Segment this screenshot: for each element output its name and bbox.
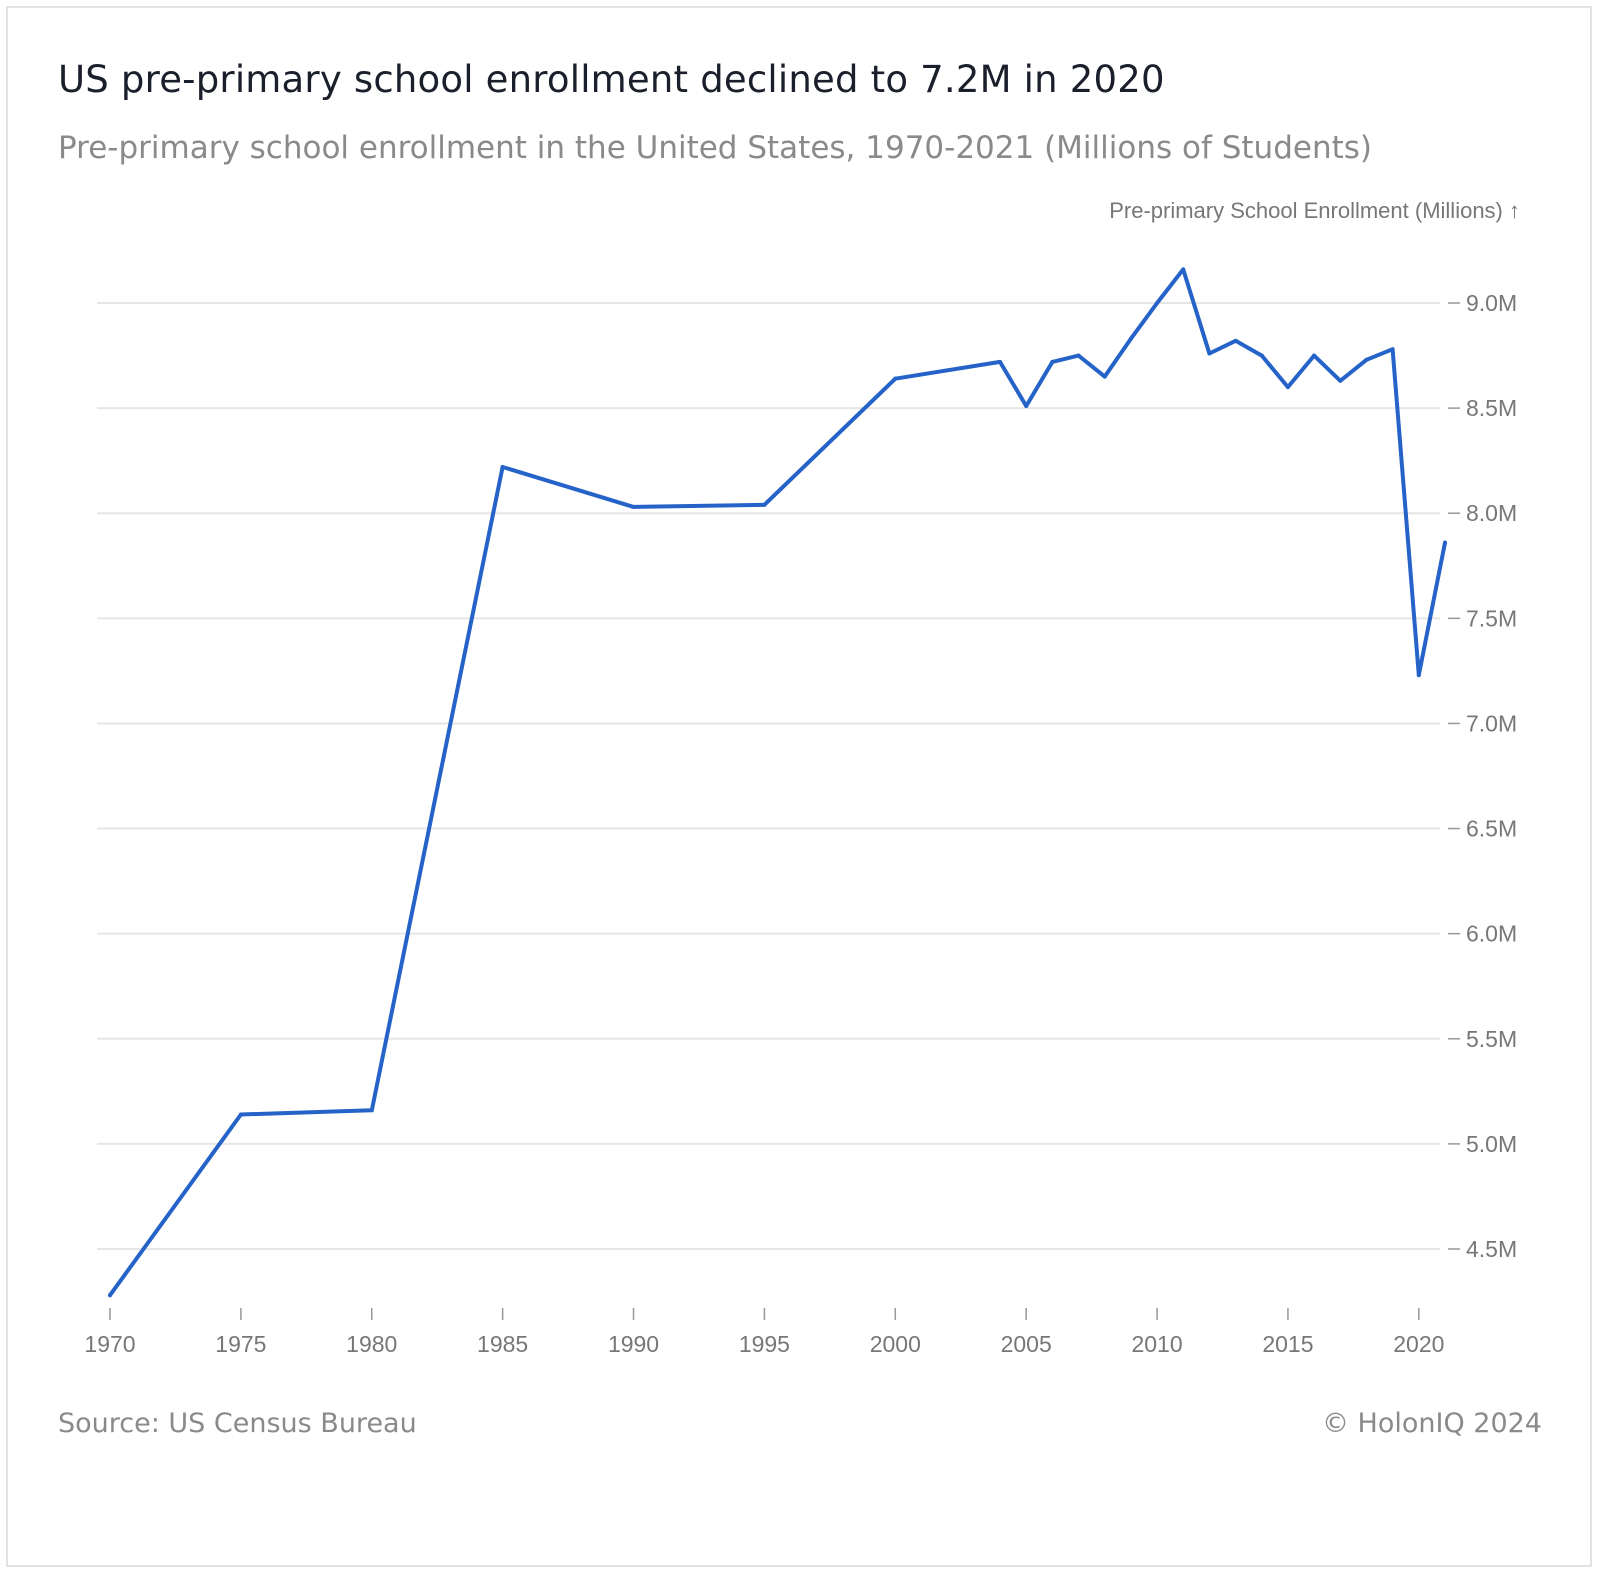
data-point (1416, 673, 1421, 678)
x-tick-label: 1970 (84, 1331, 135, 1357)
x-tick-label: 2020 (1393, 1331, 1444, 1357)
data-point (631, 504, 636, 509)
data-point (500, 464, 505, 469)
data-point (369, 1108, 374, 1113)
data-point (1285, 385, 1290, 390)
x-tick-label: 2015 (1262, 1331, 1313, 1357)
data-point (762, 502, 767, 507)
data-point (1050, 359, 1055, 364)
y-tick-label: 4.5M (1466, 1236, 1517, 1262)
x-tick-label: 2005 (1001, 1331, 1052, 1357)
data-point (1207, 351, 1212, 356)
data-point (1390, 347, 1395, 352)
y-tick-label: 8.5M (1466, 395, 1517, 421)
data-point (1259, 353, 1264, 358)
x-tick-label: 1985 (477, 1331, 528, 1357)
data-point (893, 376, 898, 381)
series-line (108, 267, 1447, 1298)
data-point (1102, 374, 1107, 379)
data-point (1076, 353, 1081, 358)
chart-title: US pre-primary school enrollment decline… (58, 58, 1165, 101)
data-point (1338, 378, 1343, 383)
x-tick-label: 1980 (346, 1331, 397, 1357)
data-point (1233, 338, 1238, 343)
x-tick-label: 2010 (1131, 1331, 1182, 1357)
chart-card (6, 6, 1592, 1567)
data-point (238, 1112, 243, 1117)
data-point (1155, 301, 1160, 305)
data-point (1312, 353, 1317, 358)
data-point (1443, 540, 1447, 545)
y-tick-label: 7.5M (1466, 605, 1517, 631)
x-tick-label: 1990 (608, 1331, 659, 1357)
y-tick-label: 5.0M (1466, 1131, 1517, 1157)
x-tick-label: 2000 (870, 1331, 921, 1357)
data-point (1024, 404, 1029, 409)
data-point (998, 359, 1002, 364)
y-tick-label: 5.5M (1466, 1026, 1517, 1052)
y-tick-label: 6.5M (1466, 816, 1517, 842)
data-point (1364, 357, 1369, 362)
chart-subtitle: Pre-primary school enrollment in the Uni… (58, 130, 1373, 166)
copyright-note: © HolonIQ 2024 (1321, 1408, 1542, 1439)
y-axis-label: Pre-primary School Enrollment (Millions)… (1109, 198, 1520, 223)
data-point (108, 1293, 112, 1298)
y-tick-label: 9.0M (1466, 290, 1517, 316)
y-tick-label: 8.0M (1466, 500, 1517, 526)
y-tick-label: 7.0M (1466, 710, 1517, 736)
data-point (1181, 267, 1186, 272)
x-tick-label: 1975 (215, 1331, 266, 1357)
data-point (1128, 336, 1133, 341)
y-tick-label: 6.0M (1466, 921, 1517, 947)
x-tick-label: 1995 (739, 1331, 790, 1357)
source-note: Source: US Census Bureau (58, 1408, 417, 1439)
